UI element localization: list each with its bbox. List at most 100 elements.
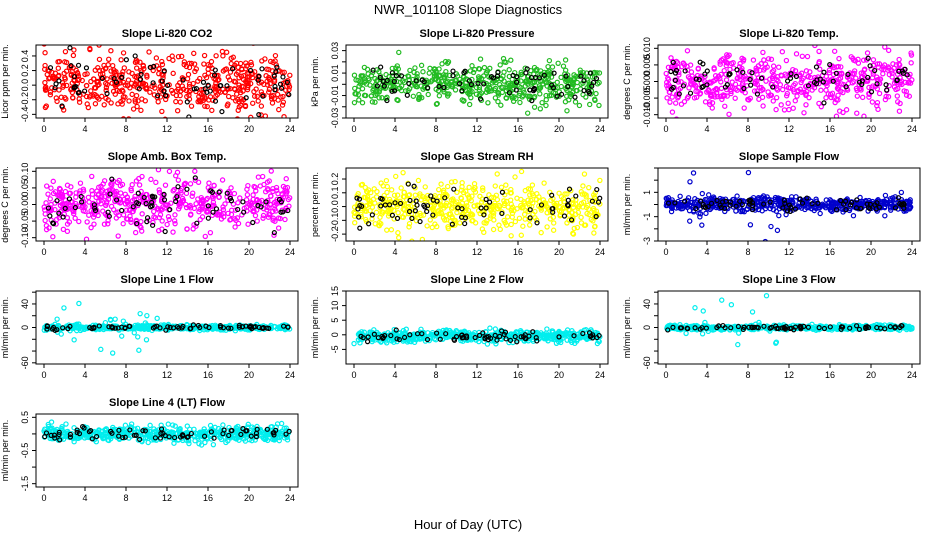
highlight-point xyxy=(164,82,171,88)
data-point xyxy=(494,196,501,203)
data-point xyxy=(722,196,729,202)
data-point xyxy=(685,195,692,201)
data-point xyxy=(364,66,371,73)
data-point xyxy=(750,57,757,63)
data-point xyxy=(436,73,442,79)
highlight-point xyxy=(47,213,53,219)
highlight-point xyxy=(462,68,468,74)
highlight-point xyxy=(378,64,384,70)
x-tick-label: 8 xyxy=(123,124,128,134)
highlight-point xyxy=(804,195,810,201)
data-point xyxy=(882,192,889,199)
data-point xyxy=(580,69,586,76)
data-point xyxy=(248,114,254,118)
data-point xyxy=(64,228,71,235)
highlight-point xyxy=(564,202,571,208)
data-point xyxy=(790,71,796,77)
highlight-point xyxy=(79,199,85,205)
highlight-point xyxy=(593,75,600,82)
data-point xyxy=(675,204,682,211)
x-tick-label: 8 xyxy=(745,124,750,134)
data-point xyxy=(669,94,675,100)
highlight-point xyxy=(587,70,593,76)
data-point xyxy=(433,86,439,92)
highlight-point xyxy=(138,71,144,77)
highlight-point xyxy=(522,335,528,341)
data-point xyxy=(154,315,160,322)
highlight-point xyxy=(411,183,417,189)
data-point xyxy=(170,229,176,235)
data-point xyxy=(545,332,551,339)
data-point xyxy=(245,221,251,227)
data-point xyxy=(92,67,98,73)
highlight-point xyxy=(381,83,387,89)
highlight-point xyxy=(563,73,569,79)
data-point xyxy=(118,57,124,63)
data-point xyxy=(541,180,547,186)
data-point xyxy=(47,92,54,98)
highlight-point xyxy=(597,195,603,201)
data-point xyxy=(831,48,838,54)
data-point xyxy=(740,80,746,86)
data-point xyxy=(513,95,519,102)
data-point xyxy=(405,73,411,79)
data-point xyxy=(56,185,63,192)
highlight-point xyxy=(149,203,155,209)
data-point xyxy=(244,63,250,69)
highlight-point xyxy=(884,87,890,93)
data-point xyxy=(546,92,553,99)
data-point xyxy=(835,86,842,92)
data-point xyxy=(854,110,860,116)
data-point xyxy=(85,104,92,111)
highlight-point xyxy=(364,339,371,345)
data-point xyxy=(162,202,169,208)
highlight-point xyxy=(59,103,65,109)
data-point xyxy=(413,83,419,90)
data-point xyxy=(773,106,779,113)
y-tick-label: -3 xyxy=(642,237,652,245)
data-point xyxy=(373,194,380,200)
data-point xyxy=(115,233,121,239)
data-point xyxy=(110,62,116,69)
data-point xyxy=(885,94,892,100)
data-point xyxy=(252,212,259,219)
highlight-point xyxy=(127,323,133,329)
data-point xyxy=(452,220,458,226)
y-tick-label: 1 xyxy=(642,190,652,195)
data-point xyxy=(126,116,132,118)
data-point xyxy=(251,93,258,99)
highlight-point xyxy=(780,205,786,211)
data-point xyxy=(82,324,88,331)
data-point xyxy=(770,98,776,104)
highlight-point xyxy=(481,212,487,218)
highlight-point xyxy=(374,83,380,89)
data-point xyxy=(394,97,400,103)
highlight-point xyxy=(45,205,52,211)
data-point xyxy=(766,196,772,203)
data-point xyxy=(838,200,845,207)
data-point xyxy=(508,233,514,239)
highlight-point xyxy=(247,67,254,74)
data-point xyxy=(144,312,150,319)
data-point xyxy=(210,195,216,202)
data-point xyxy=(563,93,570,99)
data-point xyxy=(111,67,117,73)
data-point xyxy=(457,220,463,226)
panel-box: Slope Amb. Box Temp.degrees C per min.0 4… xyxy=(0,151,299,257)
data-point xyxy=(255,98,261,104)
data-point xyxy=(479,226,486,232)
x-tick-label: 8 xyxy=(123,247,128,257)
data-point xyxy=(154,63,160,69)
highlight-point xyxy=(180,77,186,83)
highlight-point xyxy=(466,78,472,84)
data-point xyxy=(681,98,688,105)
data-point xyxy=(816,100,822,107)
data-point xyxy=(401,193,408,200)
highlight-point xyxy=(212,98,219,104)
data-point xyxy=(444,82,451,88)
panel-points xyxy=(663,169,914,241)
data-point xyxy=(175,53,182,60)
data-point xyxy=(56,72,62,79)
data-point xyxy=(285,196,292,203)
highlight-point xyxy=(841,201,847,207)
